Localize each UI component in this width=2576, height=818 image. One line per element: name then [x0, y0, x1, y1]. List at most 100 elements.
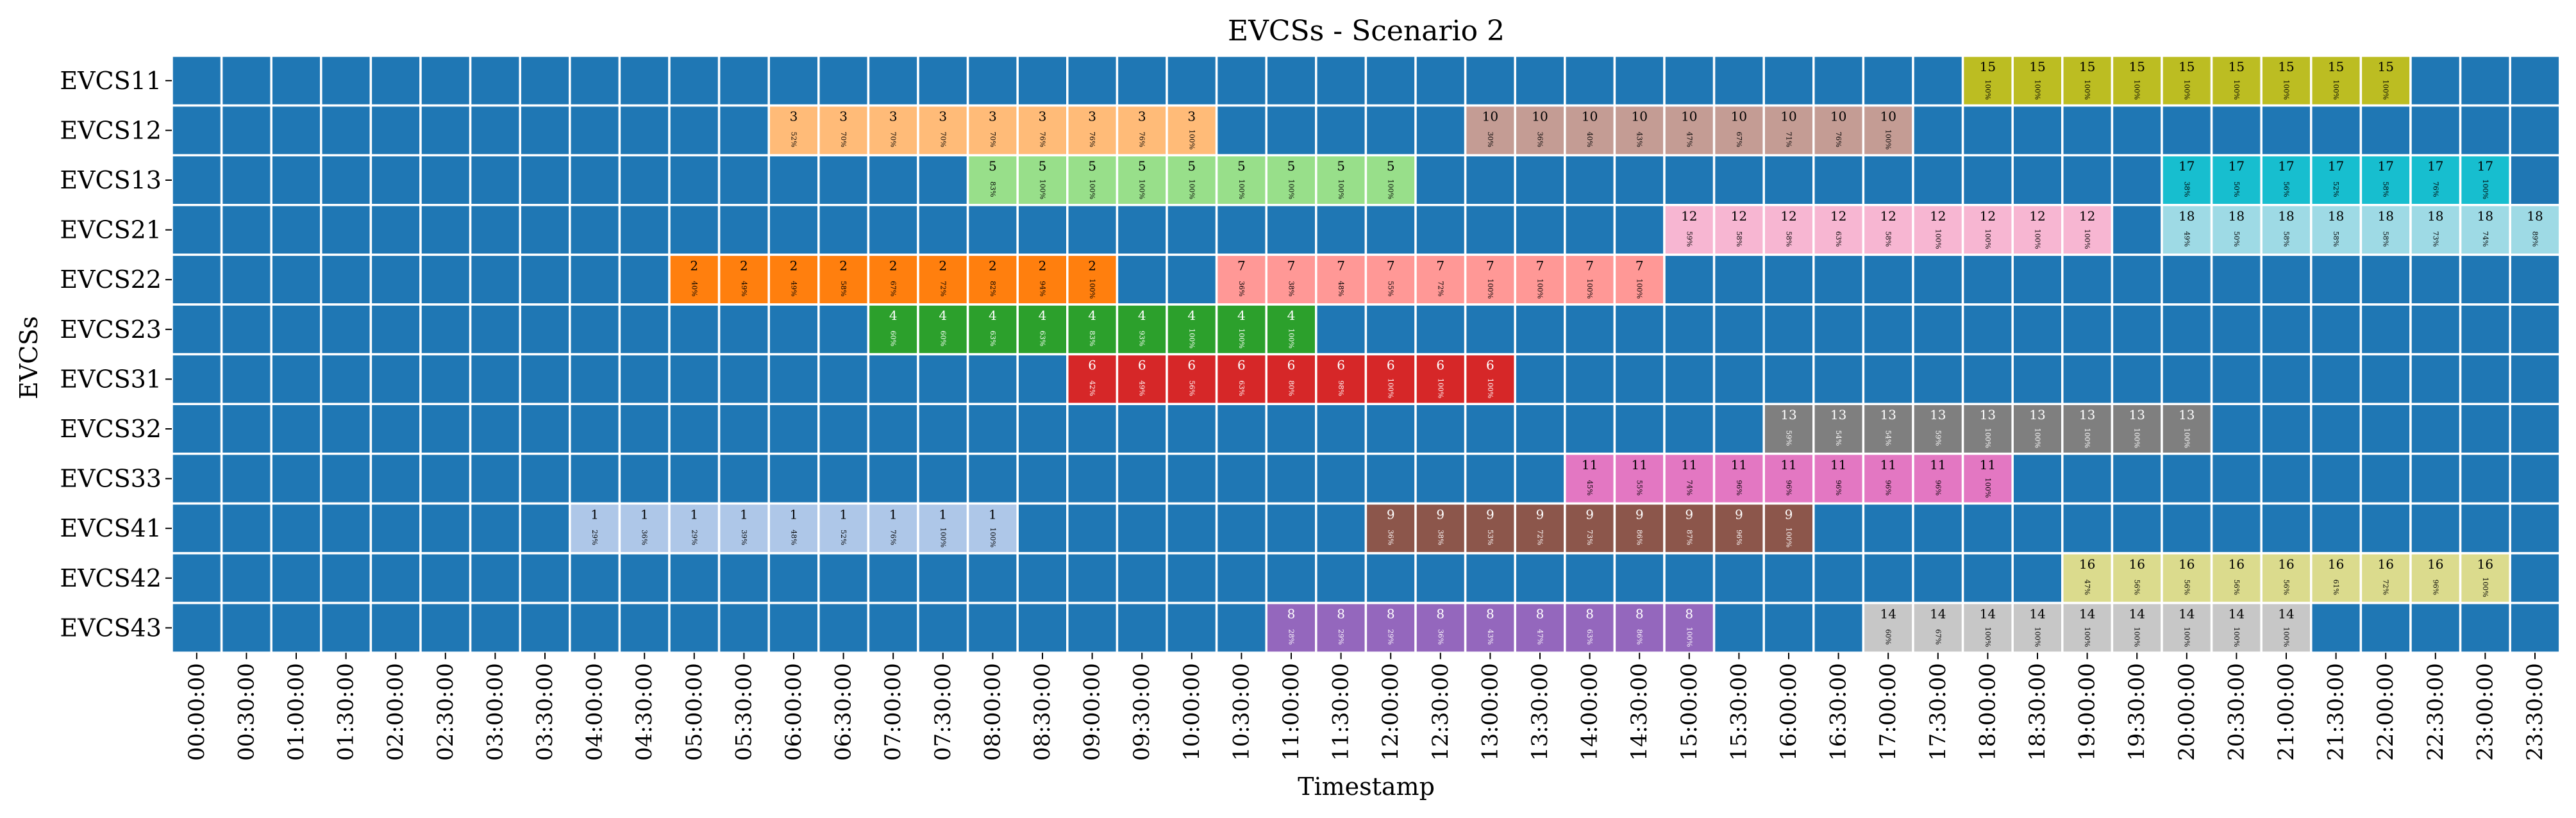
heatmap-cell-occupied — [2310, 54, 2363, 107]
x-tick-label: 08:30:00 — [1030, 663, 1055, 761]
cell-ev-label: 13 — [1780, 407, 1796, 422]
heatmap-cell-empty — [1712, 54, 1765, 107]
cell-soc-label: 100% — [1486, 279, 1494, 299]
heatmap-cell-empty — [1564, 552, 1616, 605]
cell-ev-label: 16 — [2377, 556, 2393, 572]
heatmap-cell-empty — [2260, 253, 2313, 306]
y-tick-label: EVCS13 — [60, 166, 162, 194]
cell-soc-label: 100% — [1237, 328, 1246, 348]
heatmap-cell-empty — [1514, 154, 1566, 206]
heatmap-cell-empty — [1514, 204, 1566, 256]
cell-ev-label: 16 — [2328, 556, 2344, 572]
chart-title: EVCSs - Scenario 2 — [1228, 15, 1505, 47]
heatmap-cell-occupied — [1663, 601, 1716, 654]
heatmap-cell-empty — [569, 601, 621, 654]
x-tick-label: 16:30:00 — [1826, 663, 1852, 761]
heatmap-cell-occupied — [1762, 204, 1815, 256]
heatmap-cell-empty — [966, 403, 1019, 455]
heatmap-cell-empty — [1663, 253, 1716, 306]
heatmap-cell-empty — [320, 601, 372, 654]
heatmap-cell-empty — [220, 502, 272, 555]
heatmap-cell-empty — [2161, 353, 2213, 405]
heatmap-cell-empty — [2310, 353, 2363, 405]
heatmap-cell-empty — [2409, 54, 2462, 107]
heatmap-cell-occupied — [2111, 601, 2163, 654]
heatmap-cell-empty — [270, 253, 322, 306]
heatmap-cell-empty — [1961, 303, 2014, 356]
heatmap-cell-empty — [717, 403, 770, 455]
cell-soc-label: 48% — [790, 530, 798, 545]
heatmap-cell-empty — [2459, 601, 2511, 654]
heatmap-cell-occupied — [1016, 303, 1069, 356]
heatmap-cell-occupied — [1762, 502, 1815, 555]
heatmap-cell-occupied — [1464, 502, 1516, 555]
y-tick-label: EVCS33 — [60, 465, 162, 493]
heatmap-cell-occupied — [1712, 502, 1765, 555]
cell-ev-label: 4 — [889, 308, 898, 323]
heatmap-cell-empty — [1364, 303, 1417, 356]
heatmap-cell-occupied — [1613, 601, 1666, 654]
heatmap-cell-empty — [917, 353, 969, 405]
heatmap-cell-empty — [2310, 502, 2363, 555]
cell-ev-label: 18 — [2427, 208, 2443, 224]
heatmap-cell-empty — [519, 54, 571, 107]
cell-ev-label: 16 — [2278, 556, 2294, 572]
cell-ev-label: 8 — [1387, 606, 1395, 622]
heatmap-cell-empty — [519, 453, 571, 505]
heatmap-cell-empty — [1762, 552, 1815, 605]
heatmap-cell-empty — [2509, 303, 2561, 356]
heatmap-cell-empty — [1315, 502, 1367, 555]
heatmap-cell-occupied — [1613, 104, 1666, 156]
heatmap-cell-empty — [2111, 154, 2163, 206]
cell-soc-label: 100% — [2133, 79, 2141, 99]
heatmap-cell-occupied — [1116, 154, 1168, 206]
x-tick-label: 19:30:00 — [2124, 663, 2150, 761]
heatmap-cell-empty — [220, 204, 272, 256]
cell-soc-label: 40% — [1585, 131, 1594, 147]
cell-ev-label: 5 — [1387, 158, 1395, 174]
heatmap-cell-empty — [1464, 54, 1516, 107]
heatmap-cell-empty — [519, 154, 571, 206]
cell-ev-label: 5 — [1237, 158, 1246, 174]
cell-soc-label: 100% — [1387, 179, 1395, 199]
cell-soc-label: 60% — [1884, 629, 1893, 644]
cell-ev-label: 13 — [1830, 407, 1846, 422]
heatmap-cell-empty — [1066, 453, 1119, 505]
cell-ev-label: 10 — [1631, 109, 1647, 124]
cell-ev-label: 14 — [2029, 606, 2045, 622]
heatmap-cell-empty — [1166, 54, 1218, 107]
heatmap-cell-occupied — [867, 502, 919, 555]
heatmap-cell-empty — [767, 303, 820, 356]
heatmap-cell-empty — [270, 154, 322, 206]
heatmap-cell-empty — [767, 204, 820, 256]
column-labels: 00:00:00 00:30:00 01:00:00 01:30:00 02:00:00… — [184, 653, 2548, 761]
heatmap-cell-empty — [369, 453, 422, 505]
cell-ev-label: 11 — [1880, 457, 1896, 472]
heatmap-cell-empty — [369, 253, 422, 306]
x-tick-label: 01:30:00 — [333, 663, 359, 761]
heatmap-cell-empty — [966, 552, 1019, 605]
x-tick-label: 18:00:00 — [1975, 663, 2000, 761]
heatmap-cell-empty — [1364, 552, 1417, 605]
heatmap-cell-empty — [1712, 253, 1765, 306]
heatmap-cell-empty — [2111, 353, 2163, 405]
heatmap-cell-empty — [1215, 104, 1267, 156]
heatmap-cell-occupied — [1564, 601, 1616, 654]
cell-soc-label: 60% — [889, 331, 898, 346]
cell-ev-label: 1 — [839, 506, 848, 522]
cell-ev-label: 6 — [1237, 358, 1246, 373]
heatmap-cell-empty — [1315, 403, 1367, 455]
cell-soc-label: 100% — [2083, 79, 2091, 99]
cell-soc-label: 100% — [1187, 179, 1196, 199]
heatmap-cell-empty — [519, 353, 571, 405]
heatmap-cell-empty — [1066, 601, 1119, 654]
cell-ev-label: 17 — [2278, 158, 2294, 174]
heatmap-cell-empty — [2409, 353, 2462, 405]
heatmap-cell-occupied — [1613, 502, 1666, 555]
heatmap-cell-empty — [220, 104, 272, 156]
heatmap-cell-empty — [1116, 453, 1168, 505]
heatmap-cell-empty — [171, 353, 223, 405]
heatmap-cell-empty — [668, 601, 721, 654]
heatmap-cell-empty — [1762, 54, 1815, 107]
